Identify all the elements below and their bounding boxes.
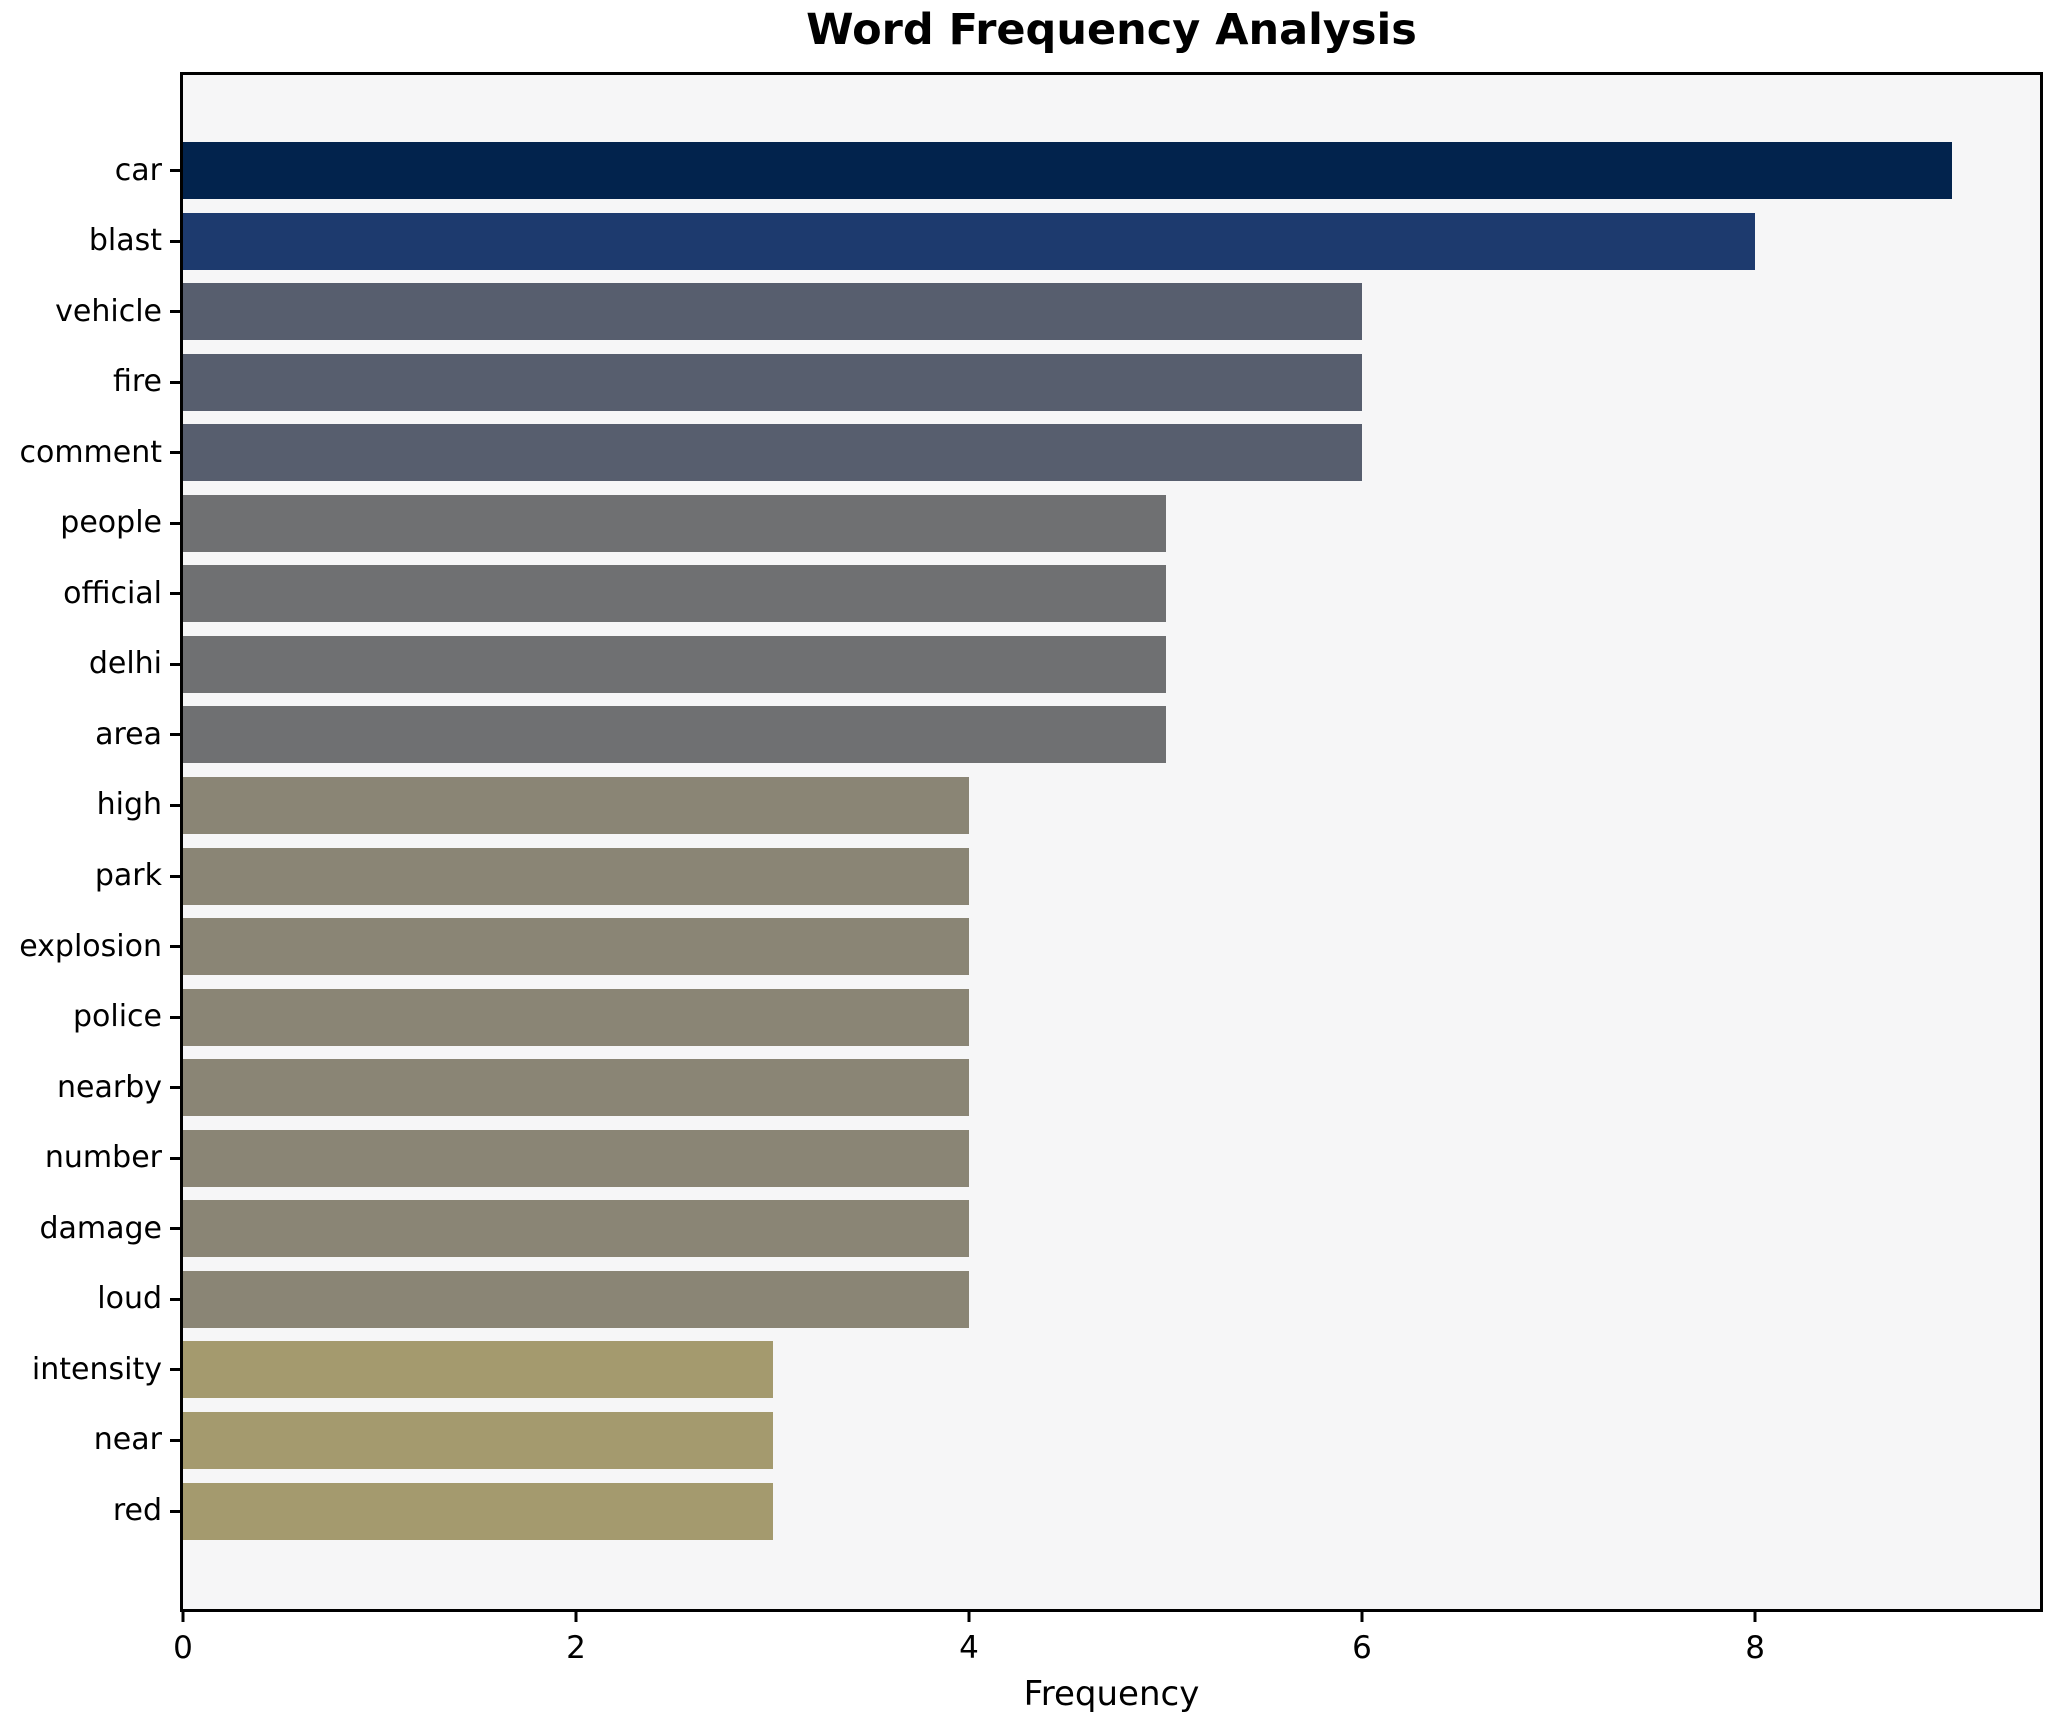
y-tick-label-number: number [44, 1140, 162, 1176]
x-tick-mark [181, 1612, 185, 1622]
y-tick-label-nearby: nearby [57, 1069, 162, 1105]
y-tick-mark [170, 1015, 180, 1019]
y-tick-mark [170, 380, 180, 384]
y-tick-label-car: car [114, 152, 162, 188]
y-tick-mark [170, 1156, 180, 1160]
y-tick-mark [170, 945, 180, 948]
x-axis-title: Frequency [1023, 1674, 1200, 1714]
y-tick-mark [170, 169, 180, 172]
y-tick-label-near: near [93, 1422, 162, 1458]
y-tick-mark [170, 1368, 180, 1372]
x-tick-mark [1753, 1612, 1757, 1622]
y-tick-mark [170, 1086, 180, 1090]
bar-car [183, 142, 1952, 199]
y-tick-label-area: area [95, 716, 162, 752]
y-tick-mark [170, 1438, 180, 1442]
y-tick-mark [170, 451, 180, 455]
y-tick-label-fire: fire [112, 364, 162, 400]
x-tick-label-8: 8 [1745, 1630, 1765, 1666]
bar-damage [183, 1200, 970, 1258]
y-tick-label-park: park [94, 858, 162, 893]
bar-nearby [183, 1059, 970, 1117]
y-tick-mark [170, 1297, 180, 1301]
y-tick-mark [170, 239, 180, 243]
bar-explosion [183, 918, 970, 975]
bar-intensity [183, 1341, 773, 1399]
x-tick-mark [967, 1612, 971, 1622]
bar-area [183, 706, 1166, 764]
bar-fire [183, 353, 1363, 411]
chart-title: Word Frequency Analysis [806, 5, 1417, 55]
bar-high [183, 776, 970, 834]
y-tick-mark [170, 310, 180, 314]
y-tick-label-comment: comment [19, 434, 162, 470]
bar-loud [183, 1270, 970, 1328]
bar-police [183, 988, 970, 1046]
y-tick-label-vehicle: vehicle [55, 293, 162, 329]
bar-comment [183, 424, 1363, 482]
y-tick-label-intensity: intensity [31, 1351, 162, 1387]
y-tick-label-high: high [96, 787, 162, 823]
bar-people [183, 494, 1166, 552]
plot-area [180, 72, 2043, 1612]
y-tick-label-loud: loud [97, 1281, 162, 1317]
y-tick-label-blast: blast [88, 223, 162, 259]
bar-near [183, 1411, 773, 1469]
y-tick-label-damage: damage [39, 1210, 162, 1246]
y-tick-mark [170, 733, 180, 737]
y-tick-mark [170, 1227, 180, 1231]
y-tick-mark [170, 662, 180, 666]
bar-number [183, 1129, 970, 1187]
bar-red [183, 1482, 773, 1540]
bar-vehicle [183, 283, 1363, 341]
y-tick-mark [170, 803, 180, 807]
y-tick-mark [170, 592, 180, 596]
x-tick-mark [574, 1612, 578, 1622]
y-tick-label-people: people [60, 505, 162, 541]
bar-delhi [183, 635, 1166, 693]
y-tick-mark [170, 1509, 180, 1513]
bar-blast [183, 212, 1756, 270]
y-tick-mark [170, 521, 180, 525]
x-tick-label-0: 0 [173, 1630, 193, 1666]
x-tick-label-2: 2 [566, 1630, 586, 1666]
y-tick-label-police: police [72, 999, 162, 1035]
bar-park [183, 847, 970, 905]
bar-official [183, 565, 1166, 623]
y-tick-label-explosion: explosion [19, 928, 162, 964]
y-tick-label-delhi: delhi [88, 646, 162, 682]
x-tick-label-6: 6 [1352, 1630, 1372, 1666]
y-tick-label-official: official [63, 575, 162, 611]
x-tick-label-4: 4 [959, 1630, 979, 1666]
y-tick-label-red: red [112, 1493, 162, 1528]
y-tick-mark [170, 874, 180, 878]
x-tick-mark [1360, 1612, 1364, 1622]
